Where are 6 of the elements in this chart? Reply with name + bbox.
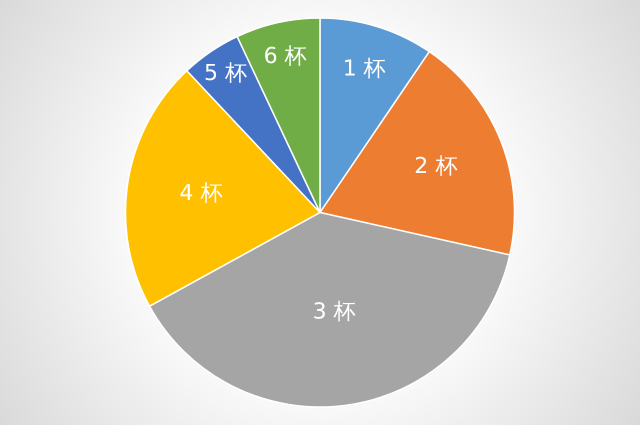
slice-label: 4 杯 [179,181,222,206]
slice-label: 1 杯 [342,56,386,82]
slice-label: 5 杯 [204,60,247,86]
slice-label: 6 杯 [264,44,307,70]
slice-label: 3 杯 [312,299,356,324]
slice-label: 2 杯 [414,154,458,180]
